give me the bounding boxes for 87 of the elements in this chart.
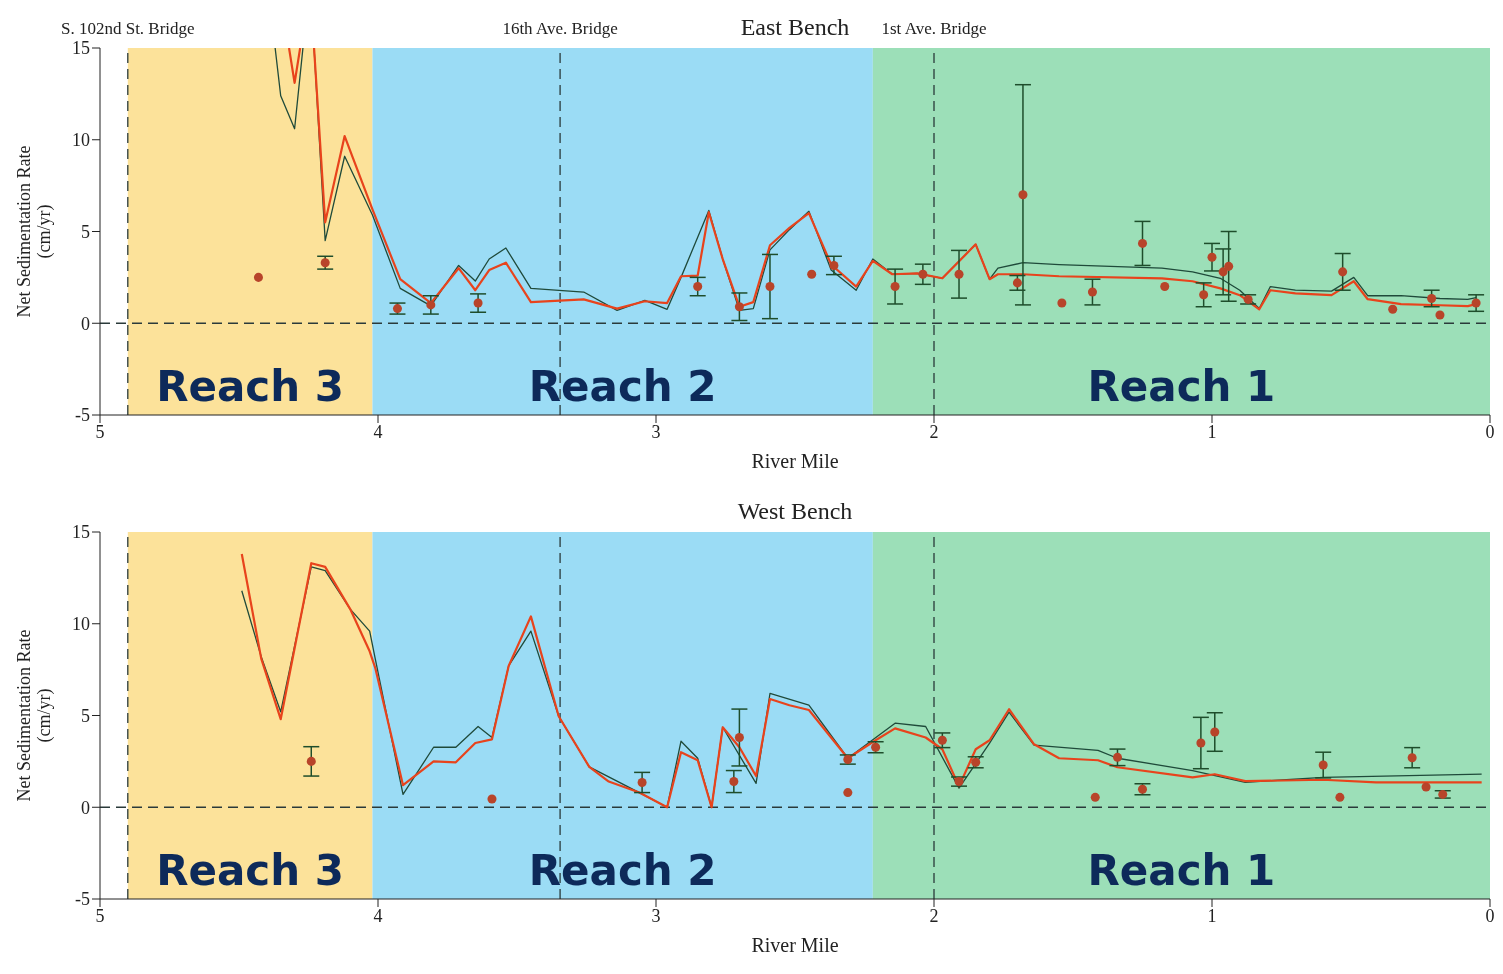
x-tick-label: 5 (95, 905, 105, 926)
y-tick-label: -5 (75, 405, 90, 426)
x-axis-title: River Mile (751, 934, 839, 956)
ref-line-label: S. 102nd St. Bridge (60, 19, 195, 38)
point (1218, 267, 1228, 277)
x-tick-label: 1 (1207, 905, 1217, 926)
y-tick-label: -5 (75, 889, 90, 910)
point (1112, 752, 1122, 762)
point (829, 260, 839, 270)
band-label: Reach 3 (156, 846, 345, 895)
band-label: Reach 1 (1087, 846, 1276, 895)
point (637, 777, 647, 787)
point (473, 298, 483, 308)
y-tick-label: 5 (81, 705, 90, 726)
x-tick-label: 0 (1485, 905, 1495, 926)
ref-line-label: 16th Ave. Bridge (502, 19, 618, 38)
point (1210, 727, 1220, 737)
band-label: Reach 2 (528, 846, 717, 895)
point (954, 269, 964, 279)
point (954, 777, 964, 787)
point (392, 304, 402, 314)
point (937, 735, 947, 745)
x-tick-label: 3 (651, 421, 661, 442)
point (1421, 782, 1431, 792)
y-axis-title: Net Sedimentation Rate (cm/yr) (14, 629, 55, 802)
point (306, 756, 316, 766)
point (1137, 784, 1148, 794)
x-tick-label: 0 (1485, 421, 1495, 442)
point (971, 757, 981, 767)
point (1207, 252, 1217, 262)
y-axis-title: Net Sedimentation Rate (cm/yr) (14, 145, 55, 318)
point (1057, 298, 1067, 308)
y-tick-label: 15 (72, 38, 90, 59)
point (487, 794, 497, 804)
chart-title: West Bench (736, 498, 854, 525)
point (1435, 310, 1445, 320)
point (320, 258, 330, 268)
y-tick-label: 5 (81, 221, 90, 242)
y-tick-label: 15 (72, 522, 90, 543)
point (1199, 290, 1209, 300)
point (253, 272, 263, 282)
point (843, 755, 853, 765)
point (1318, 760, 1328, 770)
point (765, 282, 775, 292)
point (1438, 789, 1448, 799)
point (1012, 278, 1022, 288)
point (734, 733, 744, 743)
x-axis-title: River Mile (751, 450, 839, 472)
x-tick-label: 1 (1207, 421, 1217, 442)
y-tick-label: 10 (72, 130, 90, 151)
y-tick-label: 10 (72, 614, 90, 635)
point (1224, 261, 1234, 271)
x-tick-label: 2 (929, 421, 939, 442)
x-tick-label: 4 (373, 905, 383, 926)
x-tick-label: 2 (929, 905, 939, 926)
point (693, 282, 703, 292)
point (1087, 287, 1097, 297)
point (1388, 304, 1398, 314)
point (1407, 753, 1417, 763)
x-tick-label: 3 (651, 905, 661, 926)
point (871, 742, 881, 752)
ref-line-label: 1st Ave. Bridge (881, 19, 987, 38)
point (1471, 298, 1481, 308)
point (1243, 294, 1253, 304)
point (890, 282, 900, 292)
point (1018, 190, 1028, 200)
point (426, 300, 436, 310)
point (843, 788, 853, 798)
point (1137, 238, 1148, 248)
point (1196, 738, 1206, 748)
point (1090, 792, 1100, 802)
chart-title: East Bench (740, 14, 850, 40)
point (729, 777, 739, 787)
band-label: Reach 1 (1087, 362, 1276, 411)
point (918, 269, 928, 279)
point (1160, 282, 1170, 292)
point (1427, 293, 1437, 303)
x-tick-label: 4 (373, 421, 383, 442)
point (807, 269, 817, 279)
band-label: Reach 2 (528, 362, 717, 411)
point (734, 302, 744, 312)
point (1338, 267, 1348, 277)
band-label: Reach 3 (156, 362, 345, 411)
y-tick-label: 0 (81, 797, 90, 818)
point (1335, 792, 1345, 802)
x-tick-label: 5 (95, 421, 105, 442)
y-tick-label: 0 (81, 313, 90, 334)
